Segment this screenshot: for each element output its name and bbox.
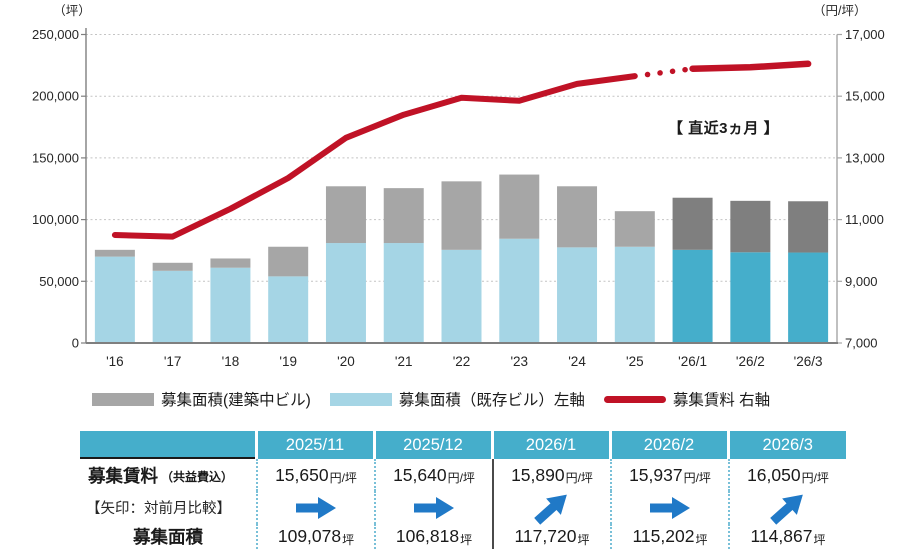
legend-label: 募集面積(建築中ビル) bbox=[161, 392, 311, 409]
rent-value-cell: 15,650 円/坪 bbox=[256, 459, 374, 491]
svg-text:7,000: 7,000 bbox=[845, 336, 878, 351]
area-row-label: 募集面積 bbox=[133, 527, 203, 547]
rent-label-note: （共益費込） bbox=[161, 470, 234, 484]
column-header: 2026/2 bbox=[611, 431, 727, 459]
svg-text:17,000: 17,000 bbox=[845, 27, 885, 42]
column-header: 2025/11 bbox=[257, 431, 373, 459]
legend-item-asking-rent: 募集賃料 右軸 bbox=[603, 388, 771, 410]
area-value-cell: 114,867 坪 bbox=[728, 524, 846, 549]
svg-text:13,000: 13,000 bbox=[845, 150, 885, 165]
svg-text:150,000: 150,000 bbox=[32, 150, 79, 165]
svg-text:'18: '18 bbox=[222, 354, 240, 369]
legend-label: 募集賃料 右軸 bbox=[672, 392, 771, 409]
red-line-swatch-icon bbox=[603, 395, 666, 403]
trend-arrow-cell bbox=[374, 491, 492, 524]
trend-arrow-cell bbox=[728, 491, 846, 525]
table-corner-cell bbox=[80, 431, 255, 459]
rent-value-cell: 15,890 円/坪 bbox=[492, 459, 610, 491]
legend-item-under-construction: 募集面積(建築中ビル) bbox=[92, 388, 311, 410]
rent-label: 募集賃料 bbox=[88, 465, 158, 486]
area-value-cell: 109,078 坪 bbox=[256, 524, 374, 549]
svg-text:'25: '25 bbox=[626, 354, 644, 369]
column-header: 2026/1 bbox=[493, 431, 609, 459]
trend-arrow-cell bbox=[492, 491, 610, 525]
trend-arrow-icon bbox=[767, 494, 809, 525]
svg-text:200,000: 200,000 bbox=[32, 89, 79, 104]
svg-text:'24: '24 bbox=[568, 354, 586, 369]
legend-label: 募集面積（既存ビル）左軸 bbox=[398, 392, 585, 409]
svg-text:'19: '19 bbox=[279, 354, 297, 369]
rent-value-cell: 15,937 円/坪 bbox=[610, 459, 728, 491]
svg-text:'21: '21 bbox=[395, 354, 413, 369]
recent-3-months-annotation: 【 直近3ヵ月 】 bbox=[668, 120, 780, 137]
svg-text:11,000: 11,000 bbox=[845, 212, 884, 227]
svg-text:'22: '22 bbox=[453, 354, 471, 369]
summary-table: 2025/11 2025/12 2026/1 2026/2 2026/3 募集賃… bbox=[80, 431, 846, 549]
arrow-row-label: 【矢印：対前月比較】 bbox=[86, 501, 231, 517]
combo-chart-canvas: 250,000 17,000 200,000 15,000 150,000 13,000 1… bbox=[32, 4, 885, 369]
axis-labels: 250,000 17,000 200,000 15,000 150,000 13,000 1… bbox=[32, 4, 885, 369]
svg-text:'26/3: '26/3 bbox=[794, 354, 823, 369]
area-value-cell: 115,202 坪 bbox=[610, 524, 728, 549]
svg-text:250,000: 250,000 bbox=[32, 27, 79, 42]
rent-area-combo-chart: 250,000 17,000 200,000 15,000 150,000 13,000 1… bbox=[32, 4, 885, 410]
stacked-bars bbox=[94, 174, 829, 343]
trend-arrow-icon bbox=[413, 495, 455, 520]
trend-arrow-cell bbox=[610, 491, 728, 524]
gray-bar-swatch-icon bbox=[92, 392, 154, 406]
column-header: 2026/3 bbox=[729, 431, 846, 459]
svg-text:50,000: 50,000 bbox=[39, 274, 79, 289]
svg-text:（円/坪）: （円/坪） bbox=[813, 4, 866, 18]
rent-value-cell: 16,050 円/坪 bbox=[728, 459, 846, 491]
rent-line bbox=[111, 60, 812, 240]
svg-text:100,000: 100,000 bbox=[32, 212, 79, 227]
area-value-cell: 106,818 坪 bbox=[374, 524, 492, 549]
lightblue-bar-swatch-icon bbox=[329, 392, 392, 406]
svg-text:'26/1: '26/1 bbox=[678, 354, 707, 369]
svg-text:'20: '20 bbox=[337, 354, 355, 369]
svg-text:'26/2: '26/2 bbox=[736, 354, 765, 369]
svg-text:0: 0 bbox=[72, 336, 79, 351]
legend-item-existing-buildings: 募集面積（既存ビル）左軸 bbox=[329, 388, 585, 410]
trend-arrow-cell bbox=[256, 491, 374, 524]
svg-text:'17: '17 bbox=[164, 354, 182, 369]
svg-text:'16: '16 bbox=[106, 354, 124, 369]
svg-text:（坪）: （坪） bbox=[53, 4, 91, 18]
trend-arrow-icon bbox=[531, 494, 573, 525]
trend-arrow-icon bbox=[649, 495, 691, 520]
svg-text:9,000: 9,000 bbox=[845, 274, 878, 289]
column-header: 2025/12 bbox=[375, 431, 491, 459]
rent-row-label: 募集賃料 （共益費込） bbox=[80, 459, 256, 491]
chart-legend: 募集面積(建築中ビル) 募集面積（既存ビル）左軸 募集賃料 右軸 bbox=[92, 388, 770, 410]
axes bbox=[81, 28, 842, 344]
rent-value-cell: 15,640 円/坪 bbox=[374, 459, 492, 491]
svg-text:'23: '23 bbox=[510, 354, 528, 369]
svg-text:15,000: 15,000 bbox=[845, 89, 885, 104]
area-value-cell: 117,720 坪 bbox=[492, 524, 610, 549]
trend-arrow-icon bbox=[295, 495, 337, 520]
